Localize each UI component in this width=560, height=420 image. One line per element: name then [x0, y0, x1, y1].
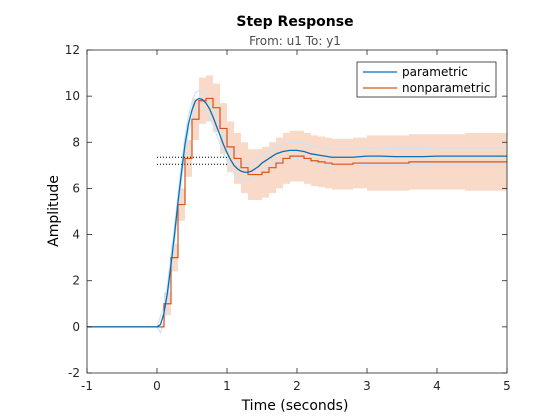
chart-subtitle: From: u1 To: y1 [249, 34, 341, 48]
parametric-series-line [87, 97, 507, 328]
x-tick-label: 5 [503, 379, 511, 393]
legend-label-parametric: parametric [402, 65, 468, 79]
y-axis-label: Amplitude [46, 175, 62, 247]
axes-background [87, 50, 507, 373]
plot-area: -1 0 1 2 3 4 5-2024681012parametricnonparametr… [65, 43, 511, 393]
legend-box [356, 61, 497, 98]
y-tick-label: 4 [72, 228, 80, 242]
x-tick-label: 0 [153, 379, 161, 393]
parametric-band-upper [87, 89, 507, 328]
y-tick-label: 2 [72, 274, 80, 288]
x-axis-label: Time (seconds) [241, 398, 349, 414]
x-tick-label: 4 [433, 379, 441, 393]
y-tick-label: 0 [72, 320, 80, 334]
y-tick-label: 8 [72, 135, 80, 149]
y-tick-label: 6 [72, 181, 80, 195]
parametric-band-lower [87, 105, 507, 335]
y-tick-label: -2 [68, 366, 80, 380]
nonparametric-series-line [87, 97, 507, 328]
y-tick-label: 10 [65, 89, 80, 103]
x-tick-label: 3 [363, 379, 371, 393]
y-tick-label: 12 [65, 43, 80, 57]
legend-label-nonparametric: nonparametric [402, 81, 490, 95]
x-tick-label: -1 [81, 379, 93, 393]
x-tick-label: 1 [223, 379, 231, 393]
chart-title: Step Response [236, 14, 353, 30]
x-tick-label: 2 [293, 379, 301, 393]
